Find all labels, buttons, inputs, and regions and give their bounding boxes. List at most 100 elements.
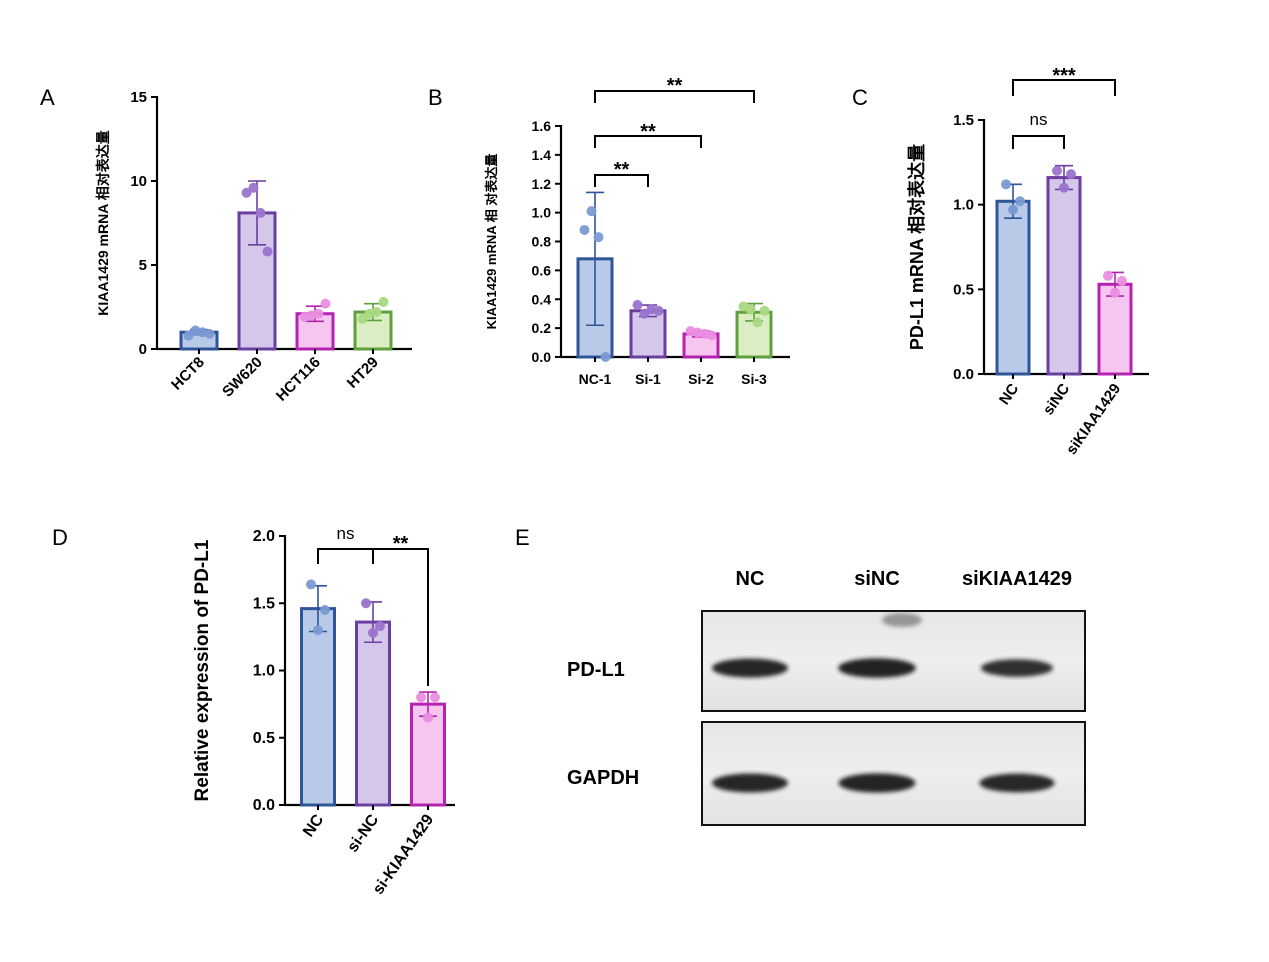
chart-b-significance-bracket [594,174,649,187]
chart-c-x-tick-label: siNC [1040,380,1074,418]
chart-a-data-point [255,207,266,218]
blot-row-label-gapdh: GAPDH [567,767,639,789]
chart-c-y-tick-label: 1.0 [953,197,974,214]
chart-d-data-point [416,692,426,703]
chart-panel-d: 0.0 0.5 1.0 1.5 2.0 Relative expression of PD… [192,524,455,898]
chart-c-y-tick-label: 1.5 [953,112,974,129]
chart-b-y-tick-label: 0.2 [532,320,552,336]
chart-d-data-point [361,598,371,609]
chart-a-data-point [204,328,215,339]
chart-b-significance-label: ** [667,75,683,97]
chart-b-data-point [600,352,611,362]
chart-d-significance-bracket [372,548,429,687]
chart-b-data-point [759,305,770,316]
chart-c-significance-label: ns [1030,110,1048,129]
chart-panel-b: 0.0 0.2 0.4 0.6 0.8 1.0 1.2 1.4 1.6 KIAA1429 mRNA… [484,75,790,387]
chart-b-y-tick-label: 0.8 [532,234,552,250]
chart-a-y-axis-title: KIAA1429 mRNA 相对表达量 [95,130,111,315]
chart-a-y-tick-label: 0 [139,341,147,358]
chart-d-y-axis-title: Relative expression of PD-L1 [192,539,213,801]
chart-b-y-tick-label: 1.0 [532,205,552,221]
blot-band-gapdh-lane-1 [712,773,788,793]
chart-b-bar [629,309,667,359]
chart-c-y-tick-label: 0.5 [953,281,974,298]
chart-a-y-tick-label: 15 [130,89,147,106]
chart-b-y-tick-label: 1.6 [532,118,552,134]
chart-d-bar [355,620,391,807]
chart-a-x-tick-label: SW620 [219,354,266,401]
chart-b-data-point [752,317,763,328]
chart-d-y-tick-label: 0.0 [253,797,275,814]
chart-c-data-point [1008,204,1018,215]
chart-b-data-point [586,206,597,217]
chart-b-y-tick-label: 0.0 [532,349,552,365]
blot-artifact-smudge [882,613,922,627]
chart-c-significance-bracket [1012,135,1065,149]
chart-b-y-axis-title: KIAA1429 mRNA 相 对表达量 [484,154,499,330]
chart-b-significance-bracket [594,135,702,148]
panel-label-d: D [52,525,68,550]
chart-b-data-point [745,304,756,315]
chart-a-x-tick-label: HT29 [344,354,382,392]
chart-c-data-point [1015,196,1025,207]
chart-c-y-tick-label: 0.0 [953,366,974,383]
chart-a-y-tick-label: 5 [139,257,147,274]
chart-d-data-point [430,692,440,703]
chart-b-significance-label: ** [614,159,630,181]
chart-c-data-point [1052,165,1062,176]
panel-label-b: B [428,85,443,110]
chart-c-bar [995,199,1031,376]
chart-a-data-point [320,298,331,309]
chart-d-x-tick-label: si-NC [344,811,382,855]
chart-a-data-point [262,246,273,257]
chart-c-data-point [1066,169,1076,180]
blot-band-gapdh-lane-3 [979,773,1055,793]
chart-b-data-point [593,232,604,243]
blot-band-pdl1-lane-3 [981,659,1053,677]
blot-band-gapdh-lane-2 [838,773,916,793]
blot-lane-label-nc: NC [736,568,765,590]
chart-b-data-point [579,224,590,235]
chart-d-data-point [423,712,433,723]
chart-d-x-tick-label: NC [300,811,327,840]
western-blot-panel: NC siNC siKIAA1429 PD-L1 GAPDH [567,568,1086,826]
chart-b-x-tick-label: Si-3 [741,371,767,387]
panel-label-e: E [515,525,530,550]
chart-d-y-tick-label: 0.5 [253,730,275,747]
chart-b-x-tick-label: Si-1 [635,371,661,387]
chart-a-y-tick-label: 10 [130,173,147,190]
blot-lane-label-sinc: siNC [854,568,900,590]
chart-b-y-tick-label: 0.6 [532,262,552,278]
chart-b-y-tick-label: 1.2 [532,176,552,192]
chart-a-data-point [357,313,368,324]
chart-c-bar [1046,176,1082,376]
chart-d-data-point [375,621,385,632]
chart-a-data-point [371,307,382,318]
panel-label-c: C [852,85,868,110]
chart-a-data-point [241,187,252,198]
chart-b-significance-bracket [594,90,755,103]
chart-b-data-point [632,300,643,311]
chart-c-x-tick-label: NC [996,380,1022,408]
chart-a-x-tick-label: HCT116 [273,354,324,405]
chart-a-data-point [183,330,194,341]
chart-a-data-point [378,296,389,307]
chart-b-significance-label: ** [640,121,656,143]
chart-a-data-point [248,182,259,193]
chart-d-significance-bracket [317,548,374,564]
chart-d-y-tick-label: 2.0 [253,528,275,545]
chart-c-data-point [1117,275,1127,286]
blot-band-pdl1-lane-1 [712,658,788,678]
chart-b-data-point [653,305,664,316]
chart-d-y-tick-label: 1.0 [253,663,275,680]
chart-d-significance-label: ns [337,524,355,543]
chart-b-x-tick-label: Si-2 [688,371,714,387]
chart-c-significance-label: *** [1052,65,1076,87]
chart-a-data-point [313,308,324,319]
chart-d-bar [300,607,336,807]
chart-d-data-point [320,604,330,615]
chart-d-significance-label: ** [393,533,409,555]
blot-lane-label-sikiaa1429: siKIAA1429 [962,568,1072,590]
chart-b-y-tick-label: 1.4 [532,147,552,163]
